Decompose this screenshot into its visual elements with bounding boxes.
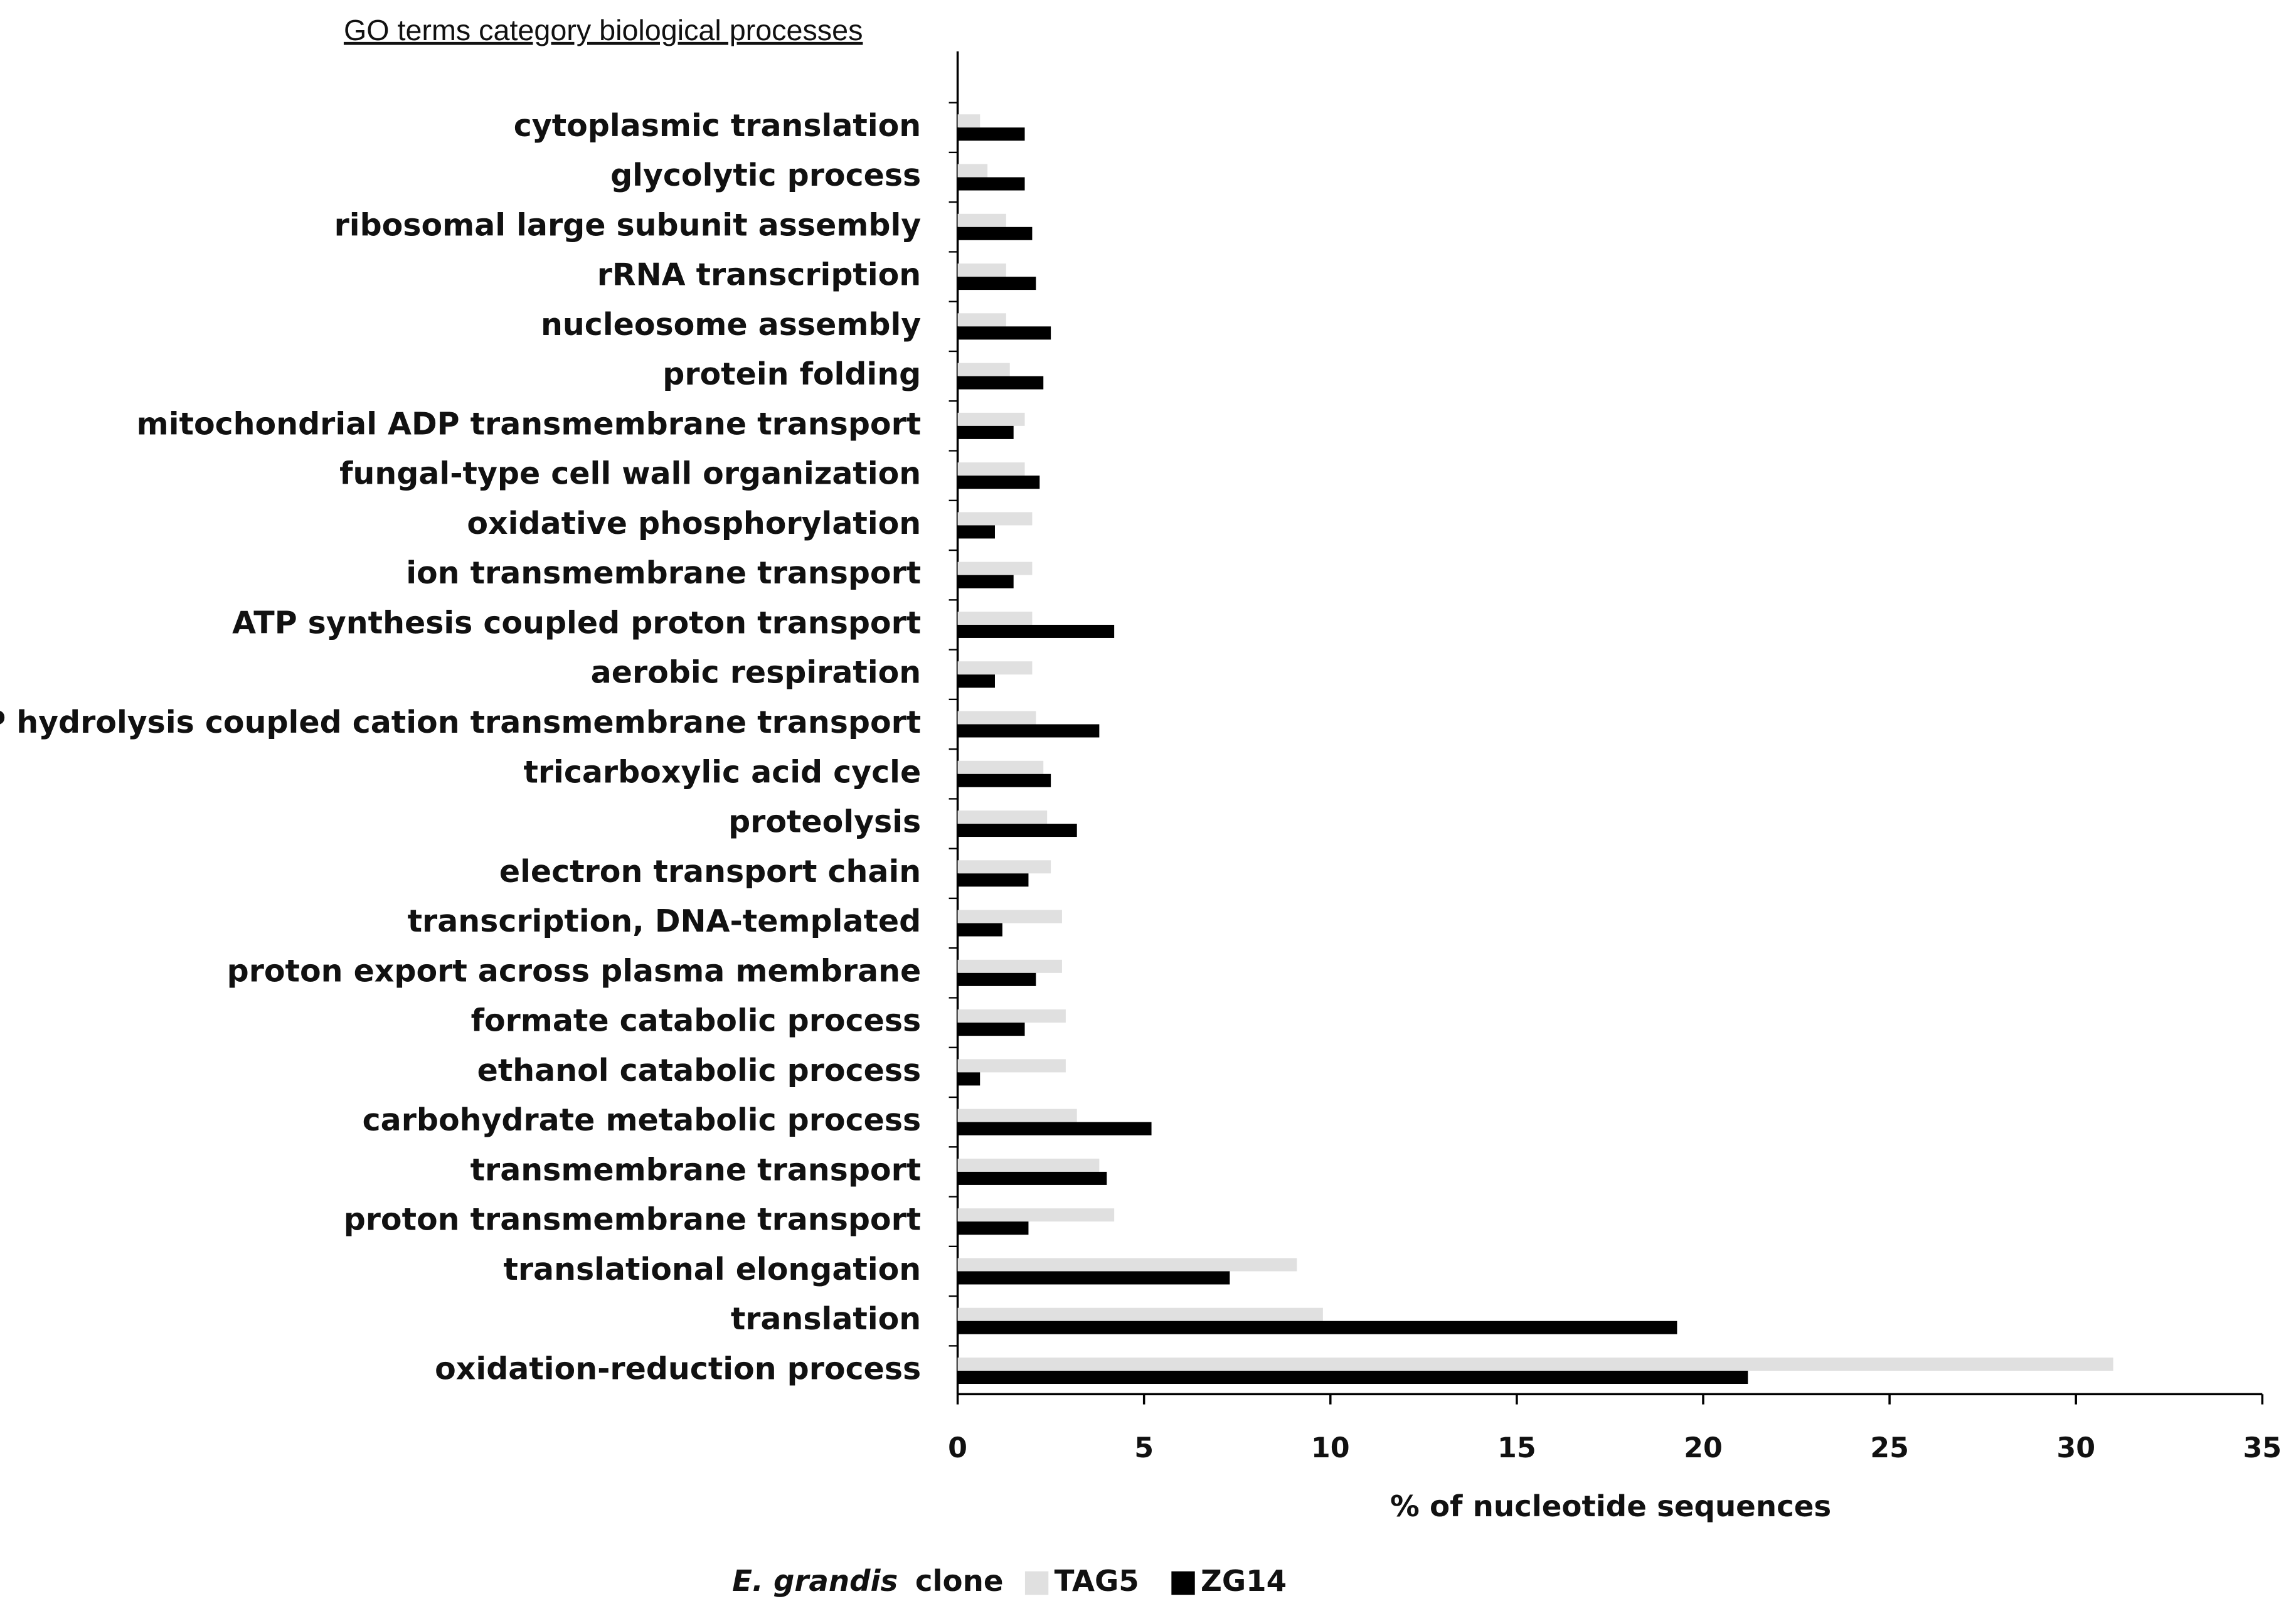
x-tick-label: 0 (948, 1432, 967, 1464)
x-tick-label: 20 (1684, 1432, 1723, 1464)
category-label: carbohydrate metabolic process (363, 1102, 922, 1138)
legend-swatch (1024, 1571, 1049, 1595)
category-label: translational elongation (503, 1252, 921, 1287)
category-label: mitochondrial ADP transmembrane transpor… (137, 406, 922, 442)
legend-label: ZG14 (1201, 1565, 1287, 1598)
x-axis-title: % of nucleotide sequences (1390, 1490, 1831, 1524)
bar (957, 1258, 1297, 1272)
bar (957, 774, 1051, 787)
category-label: aerobic respiration (591, 655, 922, 691)
bar (957, 561, 1033, 575)
category-label: proteolysis (728, 804, 921, 840)
category-label: ethanol catabolic process (477, 1053, 922, 1088)
bar (957, 114, 981, 128)
legend-label: TAG5 (1055, 1565, 1139, 1598)
category-label: proton export across plasma membrane (227, 953, 922, 989)
bar (957, 972, 1036, 986)
bar (957, 1370, 1748, 1385)
bar (957, 1208, 1115, 1222)
bar (957, 363, 1010, 376)
bar (957, 1009, 1066, 1023)
category-label: oxidative phosphorylation (467, 506, 921, 541)
x-tick-label: 30 (2056, 1432, 2095, 1464)
bar (957, 824, 1077, 837)
category-label: ribosomal large subunit assembly (334, 207, 922, 243)
bar (957, 213, 1006, 227)
category-label: translation (731, 1301, 921, 1337)
bar (957, 1023, 1025, 1036)
bar (957, 674, 995, 688)
bar (957, 860, 1051, 874)
x-tick-label: 5 (1134, 1432, 1154, 1464)
bar (957, 661, 1033, 675)
category-label: fungal-type cell wall organization (339, 456, 921, 492)
bar (957, 923, 1002, 937)
bar (957, 525, 995, 539)
category-label: ion transmembrane transport (406, 555, 921, 591)
bar (957, 873, 1029, 887)
bar (957, 910, 1062, 923)
bar (957, 575, 1014, 588)
bar (957, 425, 1014, 439)
x-tick-label: 15 (1497, 1432, 1536, 1464)
bar (957, 611, 1033, 625)
legend-title-italic: E. grandis (732, 1565, 898, 1598)
bar (957, 226, 1033, 240)
bar (957, 1357, 2113, 1371)
bar (957, 1171, 1107, 1185)
bar (957, 512, 1033, 526)
bar (957, 476, 1040, 489)
bar (957, 760, 1044, 774)
x-tick-label: 35 (2243, 1432, 2282, 1464)
category-label: glycolytic process (610, 157, 921, 193)
bar (957, 1307, 1323, 1321)
category-label: proton transmembrane transport (344, 1202, 922, 1238)
bar (957, 177, 1025, 191)
bar (957, 326, 1051, 340)
category-label: cytoplasmic translation (514, 108, 921, 144)
bar (957, 959, 1062, 973)
category-label: ATP synthesis coupled proton transport (232, 605, 921, 641)
category-label: rRNA transcription (597, 257, 921, 293)
legend-swatch (1171, 1571, 1195, 1595)
bar (957, 1122, 1152, 1135)
bar (957, 711, 1036, 725)
bar (957, 164, 988, 178)
bar (957, 376, 1044, 390)
bar (957, 811, 1048, 824)
bar (957, 1158, 1100, 1172)
category-label: tricarboxylic acid cycle (523, 754, 921, 790)
bar (957, 1321, 1677, 1334)
category-label: ATP hydrolysis coupled cation transmembr… (0, 704, 921, 740)
category-label: nucleosome assembly (541, 307, 921, 343)
bar (957, 313, 1006, 327)
category-label: oxidation-reduction process (435, 1351, 921, 1386)
bar (957, 724, 1100, 738)
bar (957, 1059, 1066, 1073)
category-label: transcription, DNA-templated (408, 903, 922, 939)
category-label: electron transport chain (499, 854, 921, 890)
bar (957, 1221, 1029, 1235)
bar (957, 277, 1036, 290)
bar (957, 1271, 1230, 1285)
category-label: formate catabolic process (471, 1003, 922, 1039)
category-label: protein folding (662, 356, 921, 392)
bar (957, 412, 1025, 426)
category-label: transmembrane transport (470, 1152, 922, 1188)
bar (957, 462, 1025, 476)
chart-title: GO terms category biological processes (344, 14, 863, 46)
bar (957, 1109, 1077, 1122)
bar (957, 263, 1006, 277)
bar (957, 127, 1025, 141)
bar (957, 1072, 981, 1086)
bar (957, 624, 1115, 638)
x-tick-label: 10 (1311, 1432, 1350, 1464)
legend-title: clone (915, 1565, 1004, 1598)
x-tick-label: 25 (1870, 1432, 1909, 1464)
